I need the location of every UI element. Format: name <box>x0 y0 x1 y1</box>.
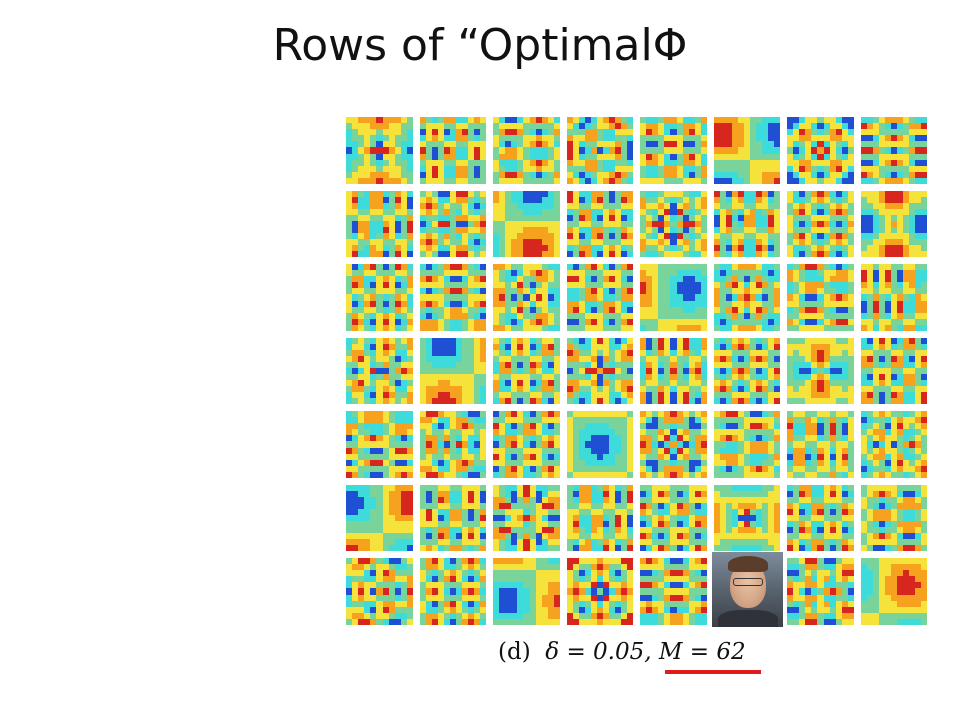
basis-tile <box>493 117 560 184</box>
basis-tile <box>860 484 928 552</box>
basis-tile <box>419 264 487 331</box>
basis-tile <box>860 558 928 625</box>
basis-tile <box>713 337 781 405</box>
basis-tile <box>346 337 413 405</box>
basis-tile <box>566 337 634 405</box>
basis-tile <box>713 264 781 331</box>
basis-tile <box>419 558 487 625</box>
basis-tile <box>419 117 487 184</box>
basis-tile <box>566 264 634 331</box>
basis-tile <box>493 190 560 258</box>
portrait-photo <box>712 552 783 627</box>
basis-tile <box>566 190 634 258</box>
basis-tile <box>493 484 560 552</box>
basis-tile <box>787 117 854 184</box>
basis-tile <box>640 558 707 625</box>
basis-tile <box>713 190 781 258</box>
basis-tile <box>640 264 707 331</box>
basis-tile <box>493 558 560 625</box>
basis-tile <box>787 558 854 625</box>
basis-tile <box>787 190 854 258</box>
basis-tile <box>493 264 560 331</box>
basis-tile <box>640 337 707 405</box>
basis-tile <box>419 337 487 405</box>
basis-tile <box>640 484 707 552</box>
slide-title: Rows of “OptimalΦ <box>272 20 688 71</box>
basis-tile <box>566 411 634 478</box>
figure-caption: (d) δ = 0.05, M = 62 <box>498 636 746 668</box>
basis-tile <box>860 190 928 258</box>
basis-tile <box>860 264 928 331</box>
basis-tile <box>493 411 560 478</box>
basis-tile <box>346 264 413 331</box>
basis-function-grid <box>346 117 928 625</box>
basis-tile <box>787 484 854 552</box>
basis-tile <box>640 411 707 478</box>
basis-tile <box>566 558 634 625</box>
basis-tile <box>713 411 781 478</box>
basis-tile <box>860 117 928 184</box>
caption-label: (d) <box>498 639 531 665</box>
basis-tile <box>346 190 413 258</box>
caption-m: M = 62 <box>658 639 746 665</box>
basis-tile <box>787 337 854 405</box>
basis-tile <box>640 117 707 184</box>
basis-tile <box>787 411 854 478</box>
basis-tile <box>346 411 413 478</box>
basis-tile <box>419 190 487 258</box>
basis-tile <box>860 411 928 478</box>
caption-underline <box>665 670 761 674</box>
basis-tile <box>860 337 928 405</box>
basis-tile <box>419 484 487 552</box>
basis-tile <box>419 411 487 478</box>
basis-tile <box>346 484 413 552</box>
caption-delta: δ = 0.05, <box>545 639 652 665</box>
portrait-hair <box>728 556 768 572</box>
basis-tile <box>346 558 413 625</box>
basis-tile <box>713 117 781 184</box>
portrait-shirt <box>718 610 778 627</box>
portrait-glasses <box>733 578 763 586</box>
basis-tile <box>493 337 560 405</box>
basis-tile <box>713 484 781 552</box>
basis-tile <box>346 117 413 184</box>
basis-tile <box>787 264 854 331</box>
basis-tile <box>640 190 707 258</box>
basis-tile <box>566 117 634 184</box>
basis-tile <box>566 484 634 552</box>
